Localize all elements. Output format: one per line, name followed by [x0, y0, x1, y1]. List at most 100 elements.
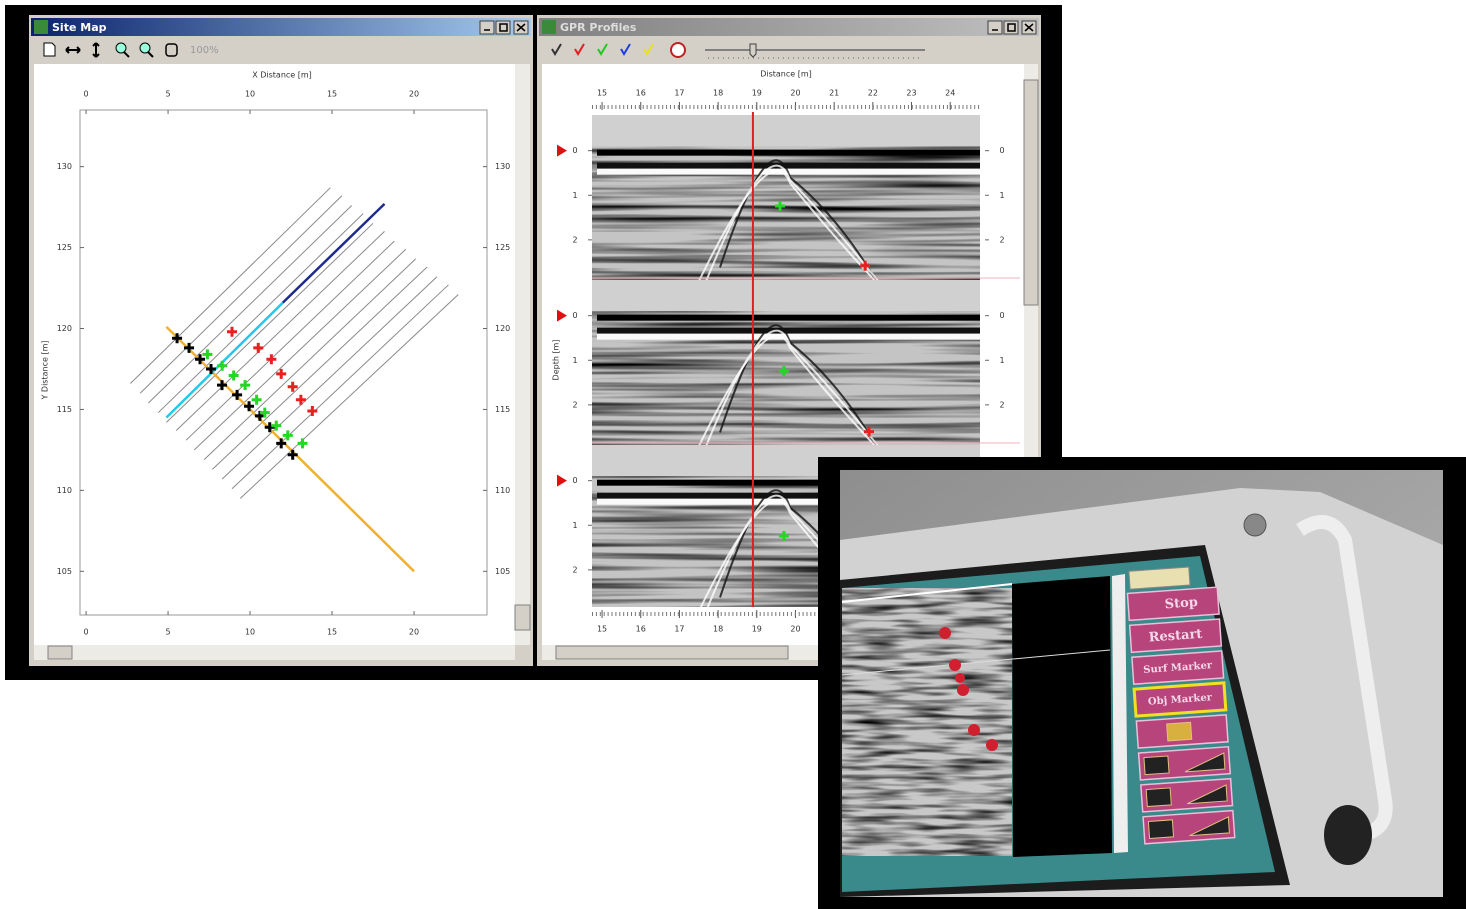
app-icon [542, 20, 556, 34]
marker [271, 420, 282, 431]
maximize-button[interactable] [1003, 20, 1019, 35]
v-scrollbar[interactable] [515, 64, 530, 645]
x-tick-label: 16 [636, 89, 646, 98]
pan-y-icon[interactable] [92, 42, 100, 58]
device-button-label: Stop [1164, 595, 1198, 612]
marker [202, 349, 213, 360]
toolbar: 100% [43, 42, 219, 58]
maximize-button[interactable] [495, 20, 511, 35]
marker [266, 354, 277, 365]
x-tick-label: 22 [868, 89, 878, 98]
screen-markers [939, 627, 998, 751]
marker [287, 449, 298, 460]
check-icon[interactable] [551, 43, 562, 56]
device-button[interactable] [1132, 681, 1228, 718]
marker [195, 354, 206, 365]
filter-icon[interactable] [670, 42, 686, 58]
x-tick-label: 24 [945, 89, 955, 98]
surface-band [597, 149, 980, 156]
x-tick-label: 19 [752, 625, 762, 634]
marker [276, 368, 287, 379]
hyperbola [691, 169, 909, 317]
hyperbola [691, 334, 909, 482]
screw [1243, 513, 1267, 537]
title-bar [31, 18, 531, 36]
marker [778, 365, 789, 376]
h-scroll-thumb[interactable] [47, 645, 73, 660]
x-tick-label: 10 [245, 628, 255, 637]
slider-thumb[interactable] [749, 43, 757, 58]
x-axis-label: Distance [m] [760, 70, 812, 79]
button-icon [1147, 816, 1230, 839]
x-tick-label: 0 [84, 628, 89, 637]
marker [775, 200, 786, 211]
profile-line [175, 231, 385, 431]
depth-tick-label: 1 [999, 356, 1004, 365]
device-button[interactable] [1128, 618, 1223, 654]
y-tick-label: 120 [495, 324, 510, 333]
fit-icon[interactable] [165, 43, 178, 57]
app-icon [34, 20, 48, 34]
x-axis-label: X Distance [m] [252, 71, 312, 80]
screen-scale [1112, 574, 1128, 853]
device-button-label: Surf Marker [1143, 660, 1213, 676]
marker [244, 401, 255, 412]
h-scrollbar[interactable] [34, 645, 515, 660]
depth-tick-label: 1 [999, 191, 1004, 200]
v-scroll-thumb[interactable] [514, 604, 531, 631]
device-handle [1296, 515, 1393, 842]
plot-area [34, 64, 515, 645]
device-button[interactable] [1131, 650, 1225, 685]
gpr-marks: 0011220011220011221515161617171818191920… [557, 89, 1020, 647]
marker [253, 342, 264, 353]
minimize-button[interactable] [987, 20, 1003, 35]
marker [297, 438, 308, 449]
profile-line [139, 195, 343, 394]
surface-band [597, 162, 980, 169]
device-hole [1324, 805, 1372, 865]
profile-line [231, 284, 449, 490]
y-tick-label: 110 [57, 486, 72, 495]
y-tick-label: 125 [495, 243, 510, 252]
marker [227, 326, 238, 337]
button-glyphs [992, 23, 1034, 32]
check-icon[interactable] [574, 43, 585, 56]
y-tick-label: 130 [495, 162, 510, 171]
survey-path [165, 301, 284, 419]
marker [232, 389, 243, 400]
v-scroll-thumb[interactable] [1023, 79, 1039, 306]
check-icon[interactable] [643, 43, 654, 56]
marker [240, 380, 251, 391]
marker [172, 333, 183, 344]
minimize-button[interactable] [479, 20, 495, 35]
zoom-in-icon[interactable] [115, 42, 127, 54]
button-icon [1143, 752, 1226, 776]
check-icon[interactable] [597, 43, 608, 56]
marker [860, 260, 871, 271]
profile-line [239, 294, 459, 499]
pan-x-icon[interactable] [65, 46, 81, 54]
new-icon[interactable] [43, 42, 56, 57]
x-tick-label: 5 [166, 628, 171, 637]
check-icon[interactable] [620, 43, 631, 56]
button-icon [1166, 721, 1193, 742]
window-buttons[interactable] [479, 20, 529, 35]
h-scroll-thumb[interactable] [555, 645, 789, 660]
depth-tick-label: 0 [999, 146, 1004, 155]
device-button[interactable] [1126, 586, 1220, 622]
y-tick-label: 125 [57, 243, 72, 252]
x-tick-label: 0 [84, 90, 89, 99]
x-tick-label: 19 [752, 89, 762, 98]
depth-tick-label: 0 [572, 476, 577, 485]
marker [228, 370, 239, 381]
depth-tick-label: 2 [999, 400, 1004, 409]
marker [206, 363, 217, 374]
zoom-out-icon[interactable] [139, 42, 151, 54]
window-buttons[interactable] [987, 20, 1037, 35]
marker [282, 430, 293, 441]
x-tick-label: 17 [674, 89, 684, 98]
x-tick-label: 15 [327, 628, 337, 637]
depth-tick-label: 1 [572, 191, 577, 200]
surface-pointer [557, 474, 567, 487]
marker [259, 407, 270, 418]
